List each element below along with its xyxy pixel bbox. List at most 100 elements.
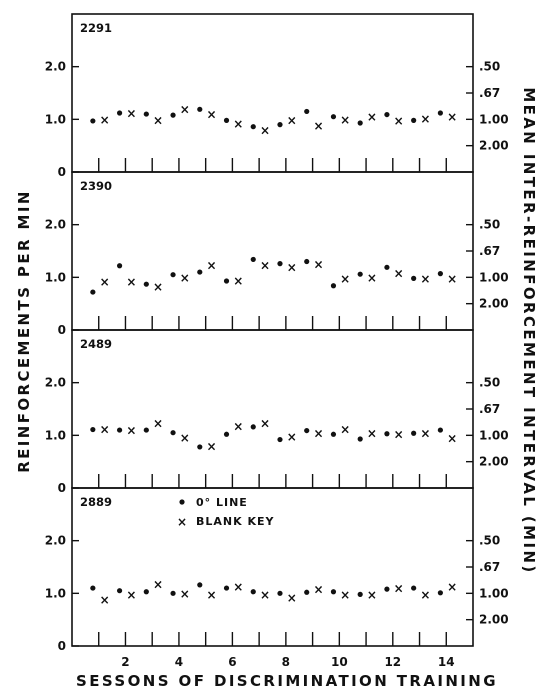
x-marker: ×: [233, 419, 243, 433]
right-tick-label: .67: [479, 402, 500, 416]
x-tick-label: 8: [282, 655, 290, 669]
right-tick-label: .50: [479, 218, 500, 232]
x-marker: ×: [100, 593, 110, 607]
y-tick-label: 1.0: [45, 270, 66, 284]
x-marker: ×: [447, 272, 457, 286]
x-marker: ×: [394, 267, 404, 281]
right-tick-label: 2.00: [479, 297, 509, 311]
x-marker: ×: [340, 272, 350, 286]
legend-label-0-line: 0° LINE: [196, 496, 248, 509]
x-tick-label: 12: [384, 655, 401, 669]
y-axis-title-left: REINFORCEMENTS PER MIN: [15, 189, 33, 473]
dot-marker: [277, 436, 283, 443]
x-marker: ×: [180, 271, 190, 285]
x-marker: ×: [153, 280, 163, 294]
x-marker: ×: [287, 591, 297, 605]
x-marker: ×: [126, 588, 136, 602]
x-axis-title: SESSONS OF DISCRIMINATION TRAINING: [76, 672, 498, 690]
y-tick-label: 2.0: [45, 376, 66, 390]
dot-marker: [437, 110, 443, 116]
panel-id-label: 2489: [80, 337, 112, 351]
dot-marker: [223, 278, 230, 284]
y-tick-label: 0: [58, 481, 66, 495]
right-tick-label: 1.00: [479, 586, 509, 600]
x-tick-label: 10: [331, 655, 348, 669]
y-tick-label: 1.0: [45, 428, 66, 442]
dot-marker: [330, 589, 337, 595]
x-marker: ×: [394, 582, 404, 596]
right-tick-label: .50: [479, 534, 500, 548]
x-marker: ×: [394, 114, 404, 128]
right-tick-label: .50: [479, 60, 500, 74]
y-tick-label: 0: [58, 165, 66, 179]
dot-marker: [143, 281, 149, 287]
dot-marker: [197, 106, 203, 112]
right-tick-label: 1.00: [479, 428, 509, 442]
x-marker: ×: [367, 271, 377, 285]
x-marker: ×: [367, 110, 377, 124]
dot-marker: [411, 117, 417, 123]
dot-marker: [197, 444, 203, 450]
right-tick-label: 1.00: [479, 112, 509, 126]
dot-marker: [223, 585, 230, 591]
panel-frame: [71, 13, 474, 173]
right-tick-label: 2.00: [479, 455, 509, 469]
dot-marker: [411, 585, 417, 591]
dot-marker: [357, 436, 363, 442]
panel-frame: [71, 329, 474, 489]
x-marker: ×: [207, 108, 217, 122]
dot-marker: [330, 114, 337, 120]
x-marker: ×: [287, 260, 297, 274]
dot-marker: [250, 424, 256, 430]
x-marker: ×: [420, 427, 430, 441]
dot-marker: [411, 275, 417, 281]
legend-label-blank-key: BLANK KEY: [196, 515, 275, 528]
x-marker: ×: [100, 113, 110, 127]
y-axis-title-right: MEAN INTER-REINFORCEMENT INTERVAL (MIN): [520, 87, 538, 574]
x-marker: ×: [180, 102, 190, 116]
dot-marker: [384, 111, 390, 118]
panel-id-label: 2291: [80, 21, 112, 35]
dot-marker: [170, 590, 176, 596]
x-marker: ×: [260, 123, 270, 137]
dot-marker: [143, 589, 149, 595]
x-marker: ×: [340, 423, 350, 437]
x-marker: ×: [287, 430, 297, 444]
x-marker: ×: [340, 588, 350, 602]
dot-marker: [277, 122, 283, 128]
dot-marker: [304, 108, 310, 115]
dot-marker: [143, 111, 149, 117]
dot-marker: [170, 272, 176, 278]
y-tick-label: 2.0: [45, 534, 66, 548]
dot-marker: [250, 256, 256, 263]
dot-marker: [197, 269, 203, 275]
dot-marker: [437, 427, 443, 433]
dot-marker: [223, 117, 230, 123]
dot-marker: [250, 124, 256, 130]
right-tick-label: 2.00: [479, 613, 509, 627]
x-marker: ×: [447, 431, 457, 445]
x-tick-label: 2: [121, 655, 129, 669]
legend-x-icon: ×: [177, 515, 187, 529]
panel: 2390 0 1.0 2.0 .50 .67 1.00 2.00 × × × × × × × × × × × × × ×: [45, 171, 509, 337]
x-marker: ×: [340, 113, 350, 127]
right-tick-label: .67: [479, 86, 500, 100]
x-marker: ×: [287, 113, 297, 127]
x-tick-label: 14: [438, 655, 455, 669]
y-tick-label: 2.0: [45, 218, 66, 232]
dot-marker: [90, 289, 96, 295]
x-marker: ×: [233, 274, 243, 288]
dot-marker: [411, 430, 417, 436]
dot-marker: [384, 264, 390, 270]
panel: 2291 0 1.0 2.0 .50 .67 1.00 2.00 × × × × × × × × × × × × × ×: [45, 13, 509, 179]
right-tick-label: 1.00: [479, 270, 509, 284]
x-marker: ×: [126, 275, 136, 289]
x-marker: ×: [126, 424, 136, 438]
dot-marker: [90, 118, 96, 124]
x-marker: ×: [260, 417, 270, 431]
y-tick-label: 1.0: [45, 586, 66, 600]
dot-marker: [143, 427, 149, 433]
panel-id-label: 2889: [80, 495, 112, 509]
x-marker: ×: [180, 431, 190, 445]
x-tick-label: 4: [175, 655, 183, 669]
